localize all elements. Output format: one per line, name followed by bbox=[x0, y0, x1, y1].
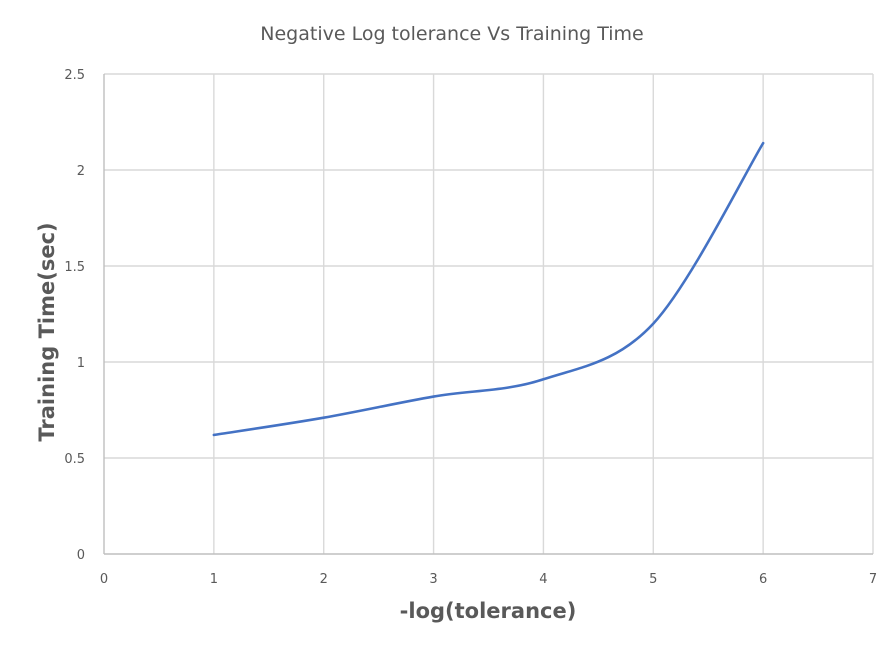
x-tick-label: 5 bbox=[649, 572, 657, 587]
series-line bbox=[212, 141, 765, 437]
data-point bbox=[321, 415, 327, 421]
x-tick-label: 0 bbox=[100, 572, 108, 587]
data-point bbox=[431, 394, 437, 400]
axes bbox=[103, 74, 873, 555]
x-tick-label: 6 bbox=[759, 572, 767, 587]
y-tick-label: 1.5 bbox=[64, 260, 85, 275]
x-tick-label: 1 bbox=[210, 572, 218, 587]
data-point bbox=[211, 432, 217, 438]
series-layer bbox=[211, 140, 766, 438]
chart-title: Negative Log tolerance Vs Training Time bbox=[260, 23, 643, 45]
x-tick-label: 4 bbox=[539, 572, 547, 587]
y-tick-label: 1 bbox=[77, 356, 85, 371]
y-axis-label: Training Time(sec) bbox=[35, 222, 59, 441]
gridlines bbox=[104, 73, 874, 554]
y-tick-label: 2.5 bbox=[64, 68, 85, 83]
x-tick-label: 2 bbox=[320, 572, 328, 587]
data-point bbox=[650, 321, 656, 327]
tick-labels: 0 1 2 3 4 5 6 7 0 0.5 1 1.5 2 2.5 bbox=[64, 68, 877, 587]
data-point bbox=[540, 376, 546, 382]
data-point bbox=[760, 140, 766, 146]
y-tick-label: 0 bbox=[77, 548, 85, 563]
x-tick-label: 7 bbox=[869, 572, 877, 587]
x-tick-label: 3 bbox=[429, 572, 437, 587]
y-tick-label: 2 bbox=[77, 164, 85, 179]
y-tick-label: 0.5 bbox=[64, 452, 85, 467]
x-axis-label: -log(tolerance) bbox=[400, 599, 577, 623]
